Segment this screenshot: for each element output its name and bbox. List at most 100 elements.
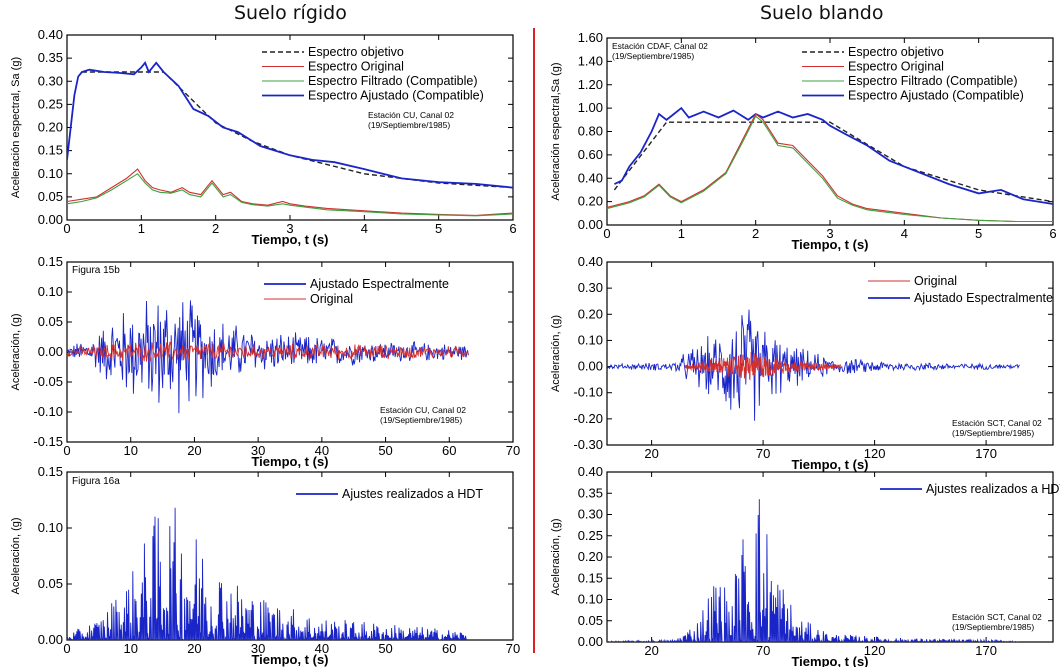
y-axis-label: Aceleración, (g) [10,313,22,390]
x-tick-label: 0 [63,221,70,236]
y-tick-label: 0.60 [578,147,603,162]
y-tick-label: 0.20 [578,194,603,209]
legend-label: Ajustado Espectralmente [310,277,449,291]
hdt-rigid-series [67,507,469,640]
series-line [607,499,1020,642]
y-tick-label: 0.35 [38,50,63,65]
y-tick-label: 0.10 [38,166,63,181]
x-tick-label: 3 [286,221,293,236]
accel-soft-chart: -0.30 -0.20 -0.10 0.00 0.10 0.20 0.30 0.40 20 70 1… [550,254,1054,472]
station-annotation: Estación CU, Canal 02 [380,405,466,415]
series-line [607,115,1053,223]
x-tick-label: 10 [123,641,137,656]
spectrum-soft-chart: 0.00 0.20 0.40 0.60 0.80 1.00 1.20 1.40 1.60 0 1 2 3… [550,30,1057,252]
x-tick-label: 4 [901,226,908,241]
accel-rigid-chart: -0.15 -0.10 -0.05 0.00 0.05 0.10 0.15 0 10 20 30 40… [10,254,520,469]
hdt-rigid-legend: Ajustes realizados a HDT [296,487,483,501]
y-axis-label: Aceleración, (g) [550,518,562,595]
y-tick-label: 0.80 [578,124,603,139]
x-axis-label: Tiempo, t (s) [791,654,868,667]
x-tick-label: 1 [678,226,685,241]
y-tick-label: 0.05 [38,314,63,329]
x-tick-label: 40 [315,641,329,656]
x-tick-label: 170 [975,643,997,658]
station-annotation: Estación SCT, Canal 02 [952,418,1042,428]
y-tick-label: 0.35 [578,485,603,500]
legend-label: Ajustado Espectralmente [914,291,1053,305]
x-tick-label: 6 [509,221,516,236]
y-tick-label: 0.10 [38,520,63,535]
y-tick-label: 0.30 [578,280,603,295]
legend-label: Espectro objetivo [308,45,404,59]
x-tick-label: 70 [756,643,770,658]
x-tick-label: 60 [442,641,456,656]
y-tick-label: 0.25 [578,528,603,543]
x-axis-label: Tiempo, t (s) [791,237,868,252]
series-line [67,341,469,363]
x-tick-label: 4 [361,221,368,236]
x-tick-label: 70 [506,443,520,458]
hdt-rigid-chart: 0.00 0.05 0.10 0.15 0 10 20 30 40 50 60 70 Tiempo, t… [10,464,520,667]
station-annotation: (19/Septiembre/1985) [612,51,694,61]
series-line [613,121,1053,203]
hdt-soft-chart: 0.00 0.05 0.10 0.15 0.20 0.25 0.30 0.35 0.40 20 70… [550,464,1060,667]
y-tick-label: 0.00 [38,212,63,227]
y-tick-label: 0.20 [578,306,603,321]
series-line [607,113,1053,223]
x-tick-label: 50 [378,641,392,656]
y-tick-label: 0.10 [578,332,603,347]
legend-label: Espectro objetivo [848,45,944,59]
legend-label: Original [310,292,353,306]
station-annotation: (19/Septiembre/1985) [368,120,450,130]
y-tick-label: 0.20 [578,549,603,564]
legend-label: Espectro Filtrado (Compatible) [848,74,1018,88]
y-tick-label: 0.15 [38,464,63,479]
y-tick-label: 0.00 [38,344,63,359]
station-annotation: Estación CDAF, Canal 02 [612,41,708,51]
y-tick-label: 1.00 [578,100,603,115]
x-tick-label: 120 [864,643,886,658]
spectrum-rigid-chart: 0.00 0.05 0.10 0.15 0.20 0.25 0.30 0.35 0.40 0 1 2 3… [10,27,517,247]
y-tick-label: 1.60 [578,30,603,45]
series-line [67,507,469,640]
x-tick-label: 40 [315,443,329,458]
y-tick-label: 0.00 [38,632,63,647]
y-tick-label: 0.00 [578,217,603,232]
legend-label: Ajustes realizados a HDT [342,487,483,501]
hdt-soft-series [607,499,1020,642]
x-tick-label: 170 [975,446,997,461]
y-tick-label: 0.40 [578,464,603,479]
left-column-title: Suelo rígido [234,2,347,24]
y-tick-label: 0.05 [578,613,603,628]
y-tick-label: 0.40 [578,254,603,269]
y-tick-label: 0.20 [38,120,63,135]
x-tick-label: 70 [756,446,770,461]
station-annotation: Estación SCT, Canal 02 [952,612,1042,622]
x-tick-label: 5 [975,226,982,241]
station-annotation: (19/Septiembre/1985) [380,415,462,425]
accel-soft-legend: Original Ajustado Espectralmente [868,274,1053,305]
y-axis-label: Aceleración, (g) [550,315,562,392]
x-axis-label: Tiempo, t (s) [791,457,868,472]
y-tick-label: 0.40 [38,27,63,42]
x-tick-label: 30 [251,443,265,458]
y-tick-label: 0.25 [38,96,63,111]
y-tick-label: -0.10 [33,404,63,419]
x-tick-label: 20 [187,443,201,458]
legend-label: Espectro Ajustado (Compatible) [848,89,1024,103]
y-axis-label: Aceleración, (g) [10,517,22,594]
series-line [67,61,513,189]
x-axis-label: Tiempo, t (s) [251,652,328,667]
accel-rigid-series [67,300,469,414]
station-annotation: Estación CU, Canal 02 [368,110,454,120]
y-tick-label: 0.10 [38,284,63,299]
legend-label: Espectro Filtrado (Compatible) [308,74,478,88]
series-line [67,173,513,217]
legend-label: Espectro Ajustado (Compatible) [308,89,484,103]
x-tick-label: 120 [864,446,886,461]
x-axis-label: Tiempo, t (s) [251,454,328,469]
x-tick-label: 5 [435,221,442,236]
